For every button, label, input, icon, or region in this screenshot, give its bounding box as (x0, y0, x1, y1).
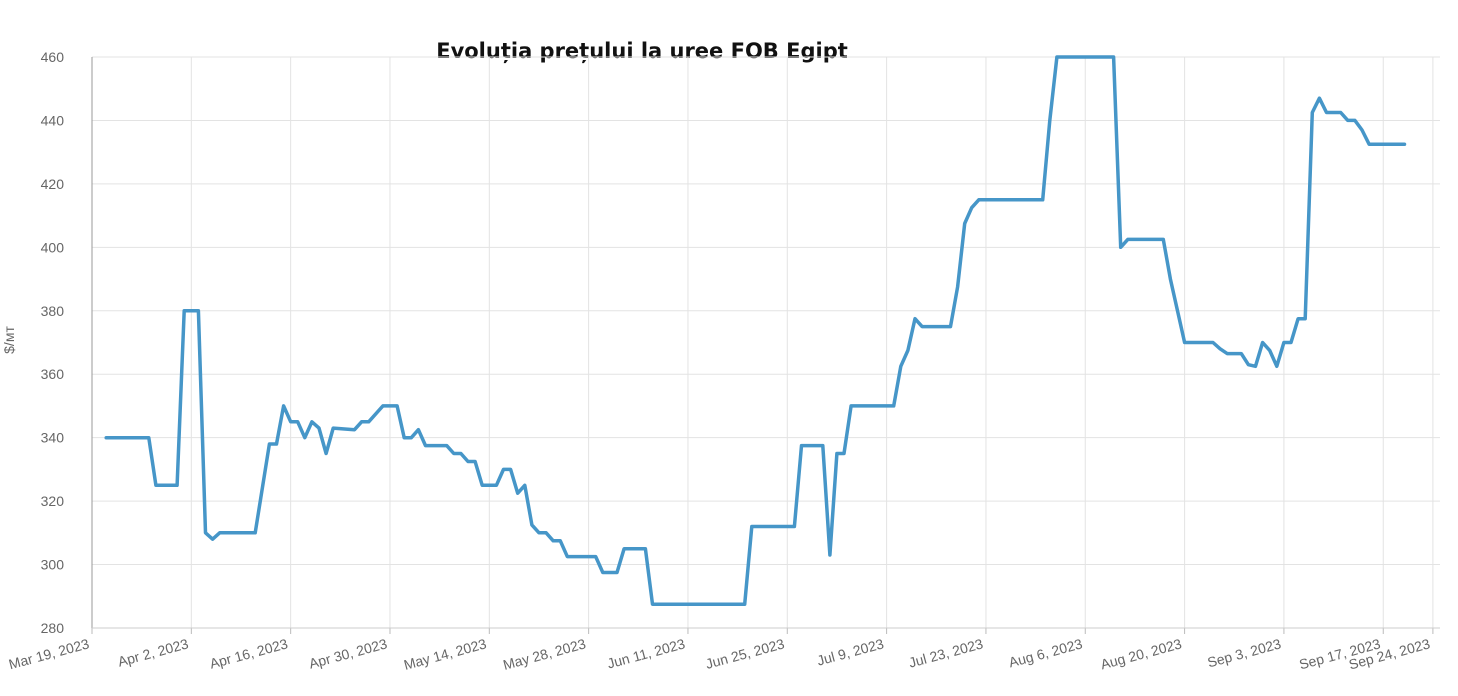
y-tick-label: 440 (41, 112, 65, 128)
x-tick-label: Aug 20, 2023 (1099, 635, 1184, 672)
x-tick-label: Jul 23, 2023 (907, 635, 985, 670)
x-tick-label: Sep 3, 2023 (1206, 635, 1283, 670)
x-tick-label: May 28, 2023 (501, 635, 587, 672)
x-tick-label: Mar 19, 2023 (7, 635, 91, 672)
chart-title: Evoluția prețului la uree FOB Egipt (436, 39, 848, 64)
y-tick-label: 460 (41, 49, 65, 65)
y-tick-label: 360 (41, 366, 65, 382)
x-tick-label: Apr 16, 2023 (208, 635, 290, 671)
y-tick-label: 420 (41, 176, 65, 192)
x-tick-label: Aug 6, 2023 (1007, 635, 1084, 670)
x-tick-label: Apr 2, 2023 (116, 635, 190, 669)
y-tick-label: 280 (41, 620, 65, 636)
data-line (104, 55, 1407, 606)
x-tick-label: Jul 9, 2023 (815, 635, 886, 668)
y-axis-label: $/мт (1, 326, 17, 354)
y-tick-label: 320 (41, 493, 65, 509)
y-tick-label: 340 (41, 430, 65, 446)
y-tick-label: 380 (41, 303, 65, 319)
y-tick-label: 300 (41, 557, 65, 573)
x-tick-label: May 14, 2023 (402, 635, 488, 672)
x-tick-label: Apr 30, 2023 (307, 635, 389, 671)
y-tick-label: 400 (41, 239, 65, 255)
x-tick-label: Jun 25, 2023 (704, 635, 787, 671)
x-tick-label: Jun 11, 2023 (605, 635, 687, 671)
